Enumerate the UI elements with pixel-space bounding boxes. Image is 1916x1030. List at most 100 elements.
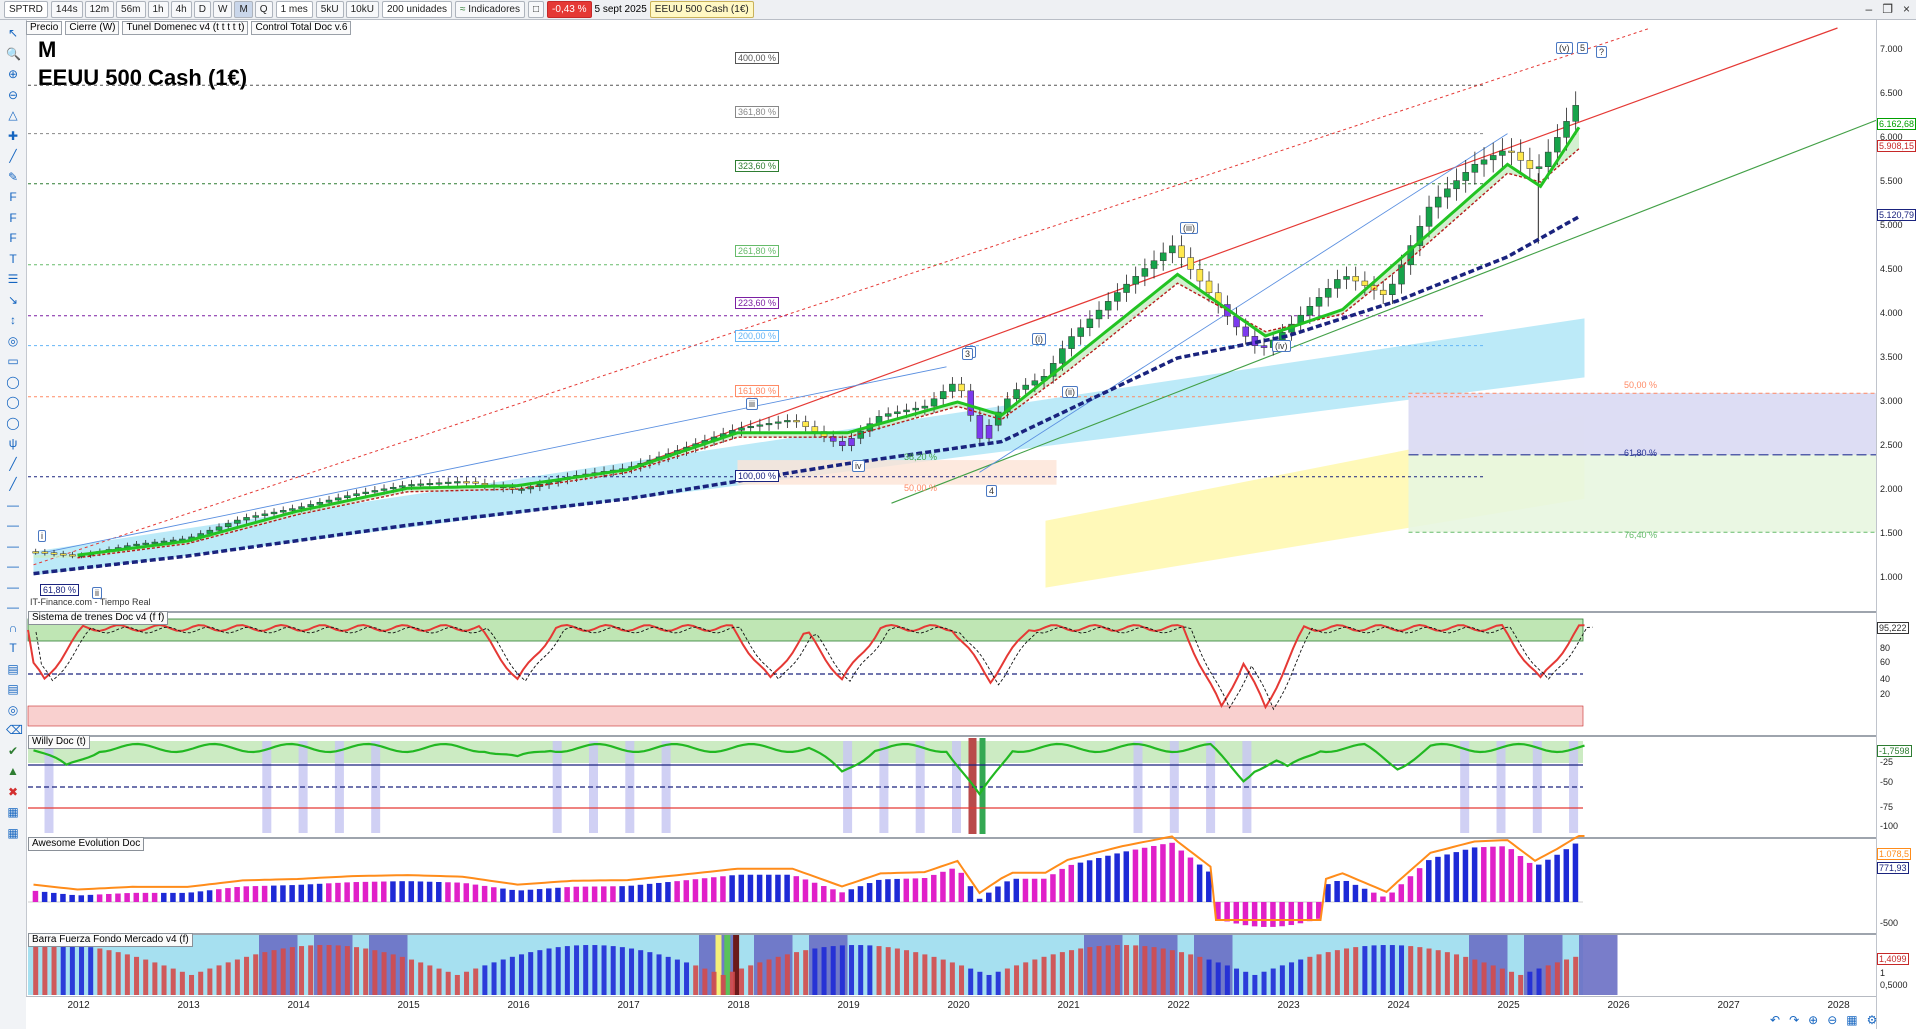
candle-body	[912, 407, 919, 411]
fib-level-label[interactable]: 261,80 %	[735, 245, 780, 257]
magnet-icon[interactable]: ∩	[8, 620, 18, 635]
wave-label[interactable]: (iv)	[1272, 340, 1291, 352]
indicators-button[interactable]: ≈ Indicadores	[455, 1, 525, 18]
fib-level-label[interactable]: 61,80 %	[1624, 448, 1658, 458]
undo-icon[interactable]: ↶	[1770, 1013, 1781, 1027]
line-icon[interactable]: —	[7, 518, 19, 532]
unit-button-5ku[interactable]: 5kU	[315, 1, 344, 18]
redo-icon[interactable]: ↷	[1789, 1013, 1800, 1027]
arrow-icon[interactable]: ↖	[7, 26, 19, 40]
wave-label[interactable]: iii	[746, 398, 758, 410]
channel-icon[interactable]: ☰	[7, 272, 19, 286]
line-icon[interactable]: —	[7, 497, 19, 512]
fib-level-label[interactable]: 323,60 %	[735, 160, 780, 172]
fib-level-label[interactable]: 223,60 %	[735, 297, 780, 309]
text-icon[interactable]: T	[9, 641, 17, 655]
timeframe-button-q[interactable]: Q	[254, 1, 273, 18]
legend-item[interactable]: Control Total Doc v.6	[251, 21, 352, 35]
ellipse-icon[interactable]: ◯	[6, 374, 20, 389]
shape-icon[interactable]: ◯	[6, 395, 20, 409]
line-icon[interactable]: ╱	[9, 149, 17, 163]
timeframe-button-56m[interactable]: 56m	[116, 1, 146, 18]
trend-icon[interactable]: ╱	[9, 456, 17, 471]
thumb-up-icon[interactable]: ▲	[7, 764, 19, 778]
fib-level-label[interactable]: 50,00 %	[1624, 380, 1658, 390]
restore-icon[interactable]: ❐	[1882, 2, 1893, 16]
fib-level-label[interactable]: 400,00 %	[735, 52, 780, 64]
wave-label[interactable]: ii	[92, 587, 102, 599]
wave-label[interactable]: (i)	[1032, 333, 1046, 345]
fib-level-label[interactable]: 100,00 %	[735, 470, 780, 482]
wave-label[interactable]: i	[38, 530, 46, 542]
wave-label[interactable]: ?	[1596, 46, 1608, 58]
grid-icon[interactable]: ▦	[7, 825, 19, 840]
legend-item[interactable]: Cierre (W)	[65, 21, 120, 35]
line-icon[interactable]: —	[7, 559, 19, 573]
trend-icon[interactable]: ↘	[7, 292, 19, 307]
fib-icon[interactable]: F	[9, 231, 17, 245]
close-icon[interactable]: ×	[1902, 2, 1910, 16]
calendar-icon[interactable]: ▦	[7, 805, 19, 819]
zoom-out-icon[interactable]: ⊖	[1827, 1013, 1838, 1027]
fib-icon[interactable]: F	[9, 210, 17, 225]
legend-item[interactable]: Tunel Domenec v4 (t t t t t)	[122, 21, 249, 35]
fib-level-label[interactable]: 38,20 %	[904, 452, 938, 462]
wave-label[interactable]: 3	[962, 348, 974, 360]
line-icon[interactable]: —	[7, 600, 19, 614]
wave-label[interactable]: (ii)	[1062, 386, 1078, 398]
timeframe-button-4h[interactable]: 4h	[170, 1, 192, 18]
target-icon[interactable]: ◎	[7, 702, 19, 717]
timeframe-button-m[interactable]: M	[234, 1, 253, 18]
cursor-icon[interactable]: □	[528, 1, 545, 18]
fit-icon[interactable]: ▦	[1846, 1013, 1858, 1027]
fib-level-label[interactable]: 61,80 %	[40, 584, 80, 596]
zoom-out-icon[interactable]: ⊖	[7, 87, 19, 102]
pitchfork-icon[interactable]: ψ	[8, 436, 18, 450]
line-icon[interactable]: —	[7, 579, 19, 594]
text-icon[interactable]: T	[9, 251, 17, 266]
pen-icon[interactable]: ✎	[7, 169, 19, 184]
symbol-selector[interactable]: SPTRD	[4, 1, 48, 18]
shape-icon[interactable]: ◯	[6, 415, 20, 430]
wave-label[interactable]: (v)	[1556, 42, 1573, 54]
fib-level-label[interactable]: 200,00 %	[735, 330, 780, 342]
magnifier-icon[interactable]: 🔍	[6, 46, 21, 61]
zoom-in-icon[interactable]: ⊕	[1808, 1013, 1819, 1027]
wave-label[interactable]: 4	[986, 485, 998, 497]
ruler-icon[interactable]: ↕	[10, 313, 16, 327]
line-icon[interactable]: ╱	[9, 477, 17, 491]
period-selector[interactable]: 1 mes	[275, 1, 313, 18]
fib-level-label[interactable]: 361,80 %	[735, 106, 780, 118]
fib-level-label[interactable]: 76,40 %	[1624, 530, 1658, 540]
awesome-bar	[261, 885, 268, 902]
wave-label[interactable]: iv	[852, 460, 865, 472]
gann-icon[interactable]: ◎	[7, 333, 19, 348]
trash-icon[interactable]: ⌫	[6, 723, 23, 737]
timeframe-button-w[interactable]: W	[212, 1, 233, 18]
legend-item[interactable]: Precio	[26, 21, 63, 35]
rectangle-icon[interactable]: ▭	[7, 354, 19, 368]
bars-icon[interactable]: ▤	[7, 661, 19, 676]
fib-icon[interactable]: F	[9, 190, 17, 204]
timeframe-button-d[interactable]: D	[193, 1, 211, 18]
line-icon[interactable]: —	[7, 538, 19, 553]
bars-selector[interactable]: 200 unidades	[381, 1, 453, 18]
timeframe-button-1h[interactable]: 1h	[147, 1, 169, 18]
crosshair-icon[interactable]: ✚	[7, 128, 19, 143]
price-tick-label: 1.000	[1880, 572, 1903, 582]
timeframe-button-12m[interactable]: 12m	[84, 1, 115, 18]
alarm-icon[interactable]: △	[8, 108, 18, 122]
check-icon[interactable]: ✔	[7, 743, 19, 758]
fib-level-label[interactable]: 50,00 %	[904, 483, 938, 493]
timeframe-button-144s[interactable]: 144s	[50, 1, 83, 18]
minimize-icon[interactable]: –	[1865, 2, 1873, 16]
delete-icon[interactable]: ✖	[7, 784, 19, 799]
zoom-icon[interactable]: ⊕	[7, 67, 19, 81]
awesome-bar	[371, 881, 378, 902]
settings-icon[interactable]: ⚙	[1866, 1013, 1878, 1027]
wave-label[interactable]: (iii)	[1180, 222, 1198, 234]
bars-icon[interactable]: ▤	[7, 682, 19, 696]
unit-button-10ku[interactable]: 10kU	[345, 1, 379, 18]
wave-label[interactable]: 5	[1577, 42, 1589, 54]
fib-level-label[interactable]: 161,80 %	[735, 385, 780, 397]
